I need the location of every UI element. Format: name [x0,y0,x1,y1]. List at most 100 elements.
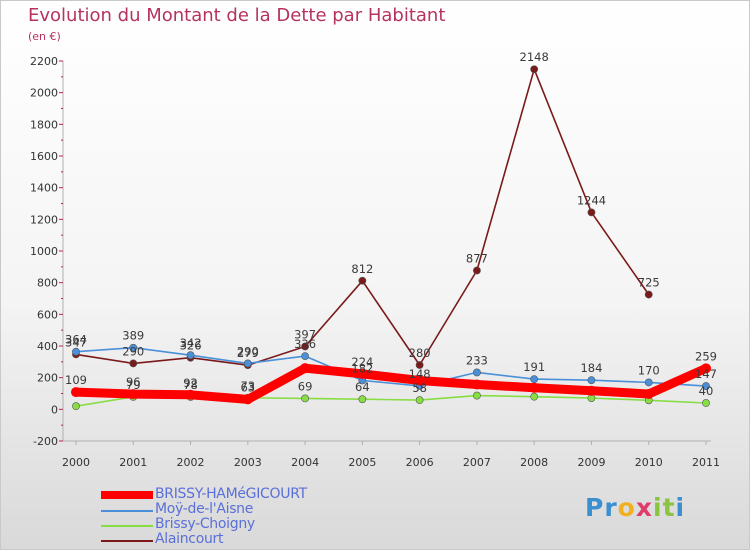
x-tick-label: 2009 [577,456,605,469]
data-point [415,396,424,405]
data-point [242,394,253,405]
data-label: 191 [523,360,545,374]
y-tick-label: 2000 [30,87,58,100]
data-point [702,399,710,407]
data-label: 326 [180,339,202,353]
data-labels-layer: 109 96 92 63 224 259 364 389 342 290 336 182 148 233 1… [65,50,717,398]
logo-letter: o [617,493,636,522]
data-label: 877 [466,251,488,265]
logo-letter: t [662,493,676,522]
data-point [530,65,539,74]
data-label: 233 [466,353,488,367]
data-label: 259 [695,349,717,363]
data-point [587,208,596,217]
x-tick-label: 2005 [348,456,376,469]
data-point [358,395,367,404]
data-label: 397 [294,327,316,341]
legend-label: Alaincourt [155,531,224,547]
data-point [530,392,539,401]
data-point [300,363,311,374]
x-tick-label: 2000 [62,456,90,469]
data-label: 148 [409,367,431,381]
data-point [72,402,80,411]
x-tick-label: 2010 [635,456,663,469]
data-label: 109 [65,373,87,387]
data-label: 79 [126,378,141,392]
x-tick-label: 2006 [406,456,434,469]
data-label: 2148 [520,50,549,64]
logo-letter: P [585,493,605,522]
legend-swatch [101,510,153,512]
data-label: 78 [183,378,198,392]
series-line [75,68,650,366]
data-label: 1244 [577,193,606,207]
data-label: 184 [580,361,602,375]
data-label: 64 [355,380,370,394]
data-point [186,351,195,360]
data-point [72,347,80,356]
data-label: 40 [699,384,714,398]
y-tick-label: 1000 [30,245,58,258]
data-label: 147 [695,367,717,381]
series-line [71,363,711,404]
data-label: 279 [237,346,259,360]
logo-letter: x [635,493,653,522]
legend-label: Moÿ-de-l'Aisne [155,501,254,517]
legend-swatch [101,540,153,542]
y-tick-label: 400 [37,340,58,353]
logo-letter: i [653,493,663,522]
x-tick-label: 2003 [234,456,262,469]
data-label: 73 [240,379,255,393]
data-point [301,352,309,361]
data-label: 96 [126,375,141,389]
data-point [301,342,309,351]
data-point [415,361,424,369]
axes: -200 0 200 400 600 800 1000 1200 1400 1600 1800 200… [30,55,720,469]
data-label: 170 [638,363,660,377]
data-label: 347 [65,335,87,349]
data-point [702,382,710,390]
data-point [185,389,196,400]
legend-swatch [101,491,153,499]
data-point [473,266,481,275]
data-label: 336 [294,337,316,351]
proxiti-logo: Proxiti [585,493,685,522]
y-tick-label: 1600 [30,150,58,163]
legend-label: Brissy-Choigny [155,516,255,532]
y-tick-label: 800 [37,277,58,290]
y-tick-label: 200 [37,372,58,385]
chart-title: Evolution du Montant de la Dette par Hab… [28,5,446,26]
data-point [586,385,597,396]
data-point [644,378,653,387]
legend-swatch [101,525,153,527]
x-tick-label: 2008 [520,456,548,469]
data-point [529,382,540,393]
data-label: 69 [298,379,313,393]
x-tick-label: 2001 [119,456,147,469]
data-point [644,290,653,299]
data-label: 290 [237,344,259,358]
data-label: 342 [180,336,202,350]
y-tick-label: 1400 [30,182,58,195]
legend-label: BRISSY-HAMéGICOURT [155,486,307,502]
data-point [301,394,309,403]
x-tick-label: 2002 [177,456,205,469]
x-tick-label: 2004 [291,456,319,469]
data-point [243,359,252,368]
series-line [75,346,707,387]
data-label: 290 [122,344,144,358]
data-point [473,368,481,377]
data-point [71,387,81,398]
chart-unit: (en €) [28,30,61,43]
data-point [530,375,539,383]
data-label: 364 [65,333,87,347]
y-tick-label: 0 [51,403,58,416]
data-label: 280 [409,346,431,360]
data-point [129,343,138,352]
data-point [643,388,654,399]
data-point [358,276,367,285]
data-point [128,389,139,400]
data-point [129,359,138,368]
data-label: 92 [183,376,198,390]
